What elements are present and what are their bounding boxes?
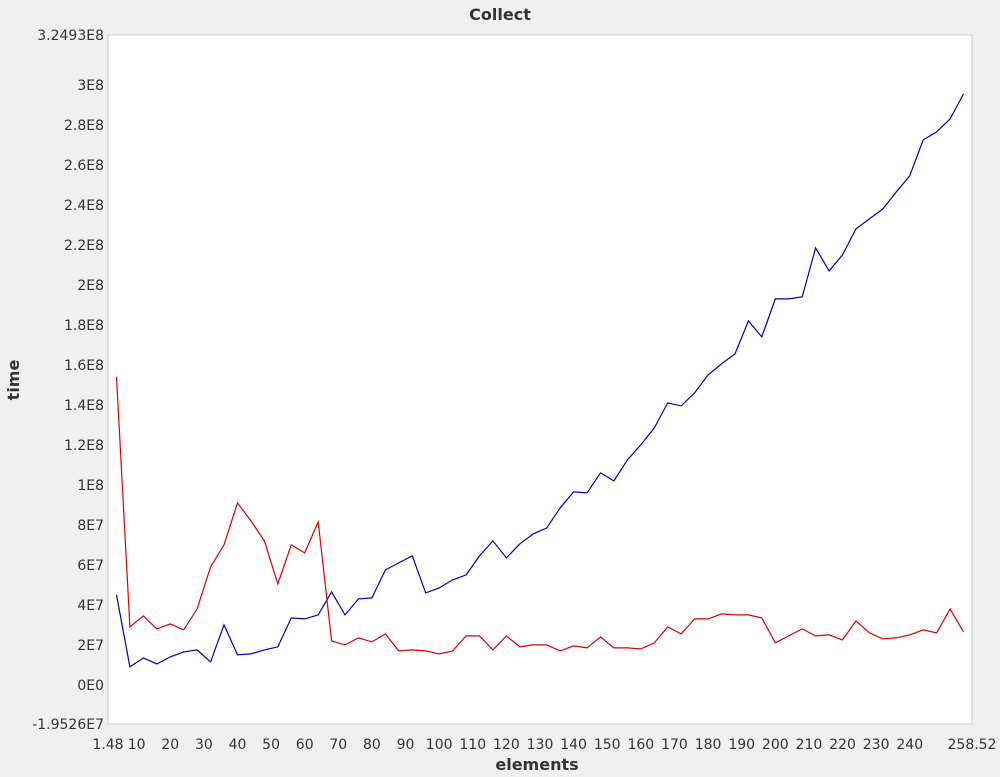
x-tick-label: 240 [896,737,923,753]
x-tick-label: 110 [459,737,486,753]
y-axis-label: time [4,360,23,401]
x-tick-label: 180 [695,737,722,753]
x-tick-label: 230 [863,737,890,753]
x-tick-label: 30 [195,737,213,753]
x-axis-label: elements [495,755,578,774]
y-tick-label: 0E0 [77,678,104,694]
x-tick-label: 40 [229,737,247,753]
x-tick-label: 170 [661,737,688,753]
y-tick-label: 6E7 [77,558,104,574]
x-tick-label: 220 [829,737,856,753]
x-tick-label: 210 [796,737,823,753]
y-tick-label: -1.9526E7 [32,717,104,733]
x-tick-label: 60 [296,737,314,753]
x-tick-label: 10 [128,737,146,753]
y-tick-label: 2E7 [77,638,104,654]
y-tick-label: 1.8E8 [64,318,104,334]
y-tick-label: 4E7 [77,598,104,614]
y-tick-label: 2.8E8 [64,118,104,134]
x-tick-label: 120 [493,737,520,753]
chart-title: Collect [469,5,531,24]
y-tick-label: 2.4E8 [64,198,104,214]
series-line-1 [115,93,965,668]
y-tick-label: 8E7 [77,518,104,534]
y-tick-label: 1.6E8 [64,358,104,374]
y-tick-label: 3.2493E8 [37,28,104,44]
x-tick-label: 1.48 [92,737,123,753]
y-tick-label: 1.2E8 [64,438,104,454]
x-tick-label: 90 [397,737,415,753]
x-tick-label: 150 [594,737,621,753]
y-axis-ticks: -1.9526E7 0E0 2E7 4E7 6E7 8E7 1E8 1.2E8 1.4E8 1.6… [32,28,104,733]
x-tick-label: 80 [363,737,381,753]
x-tick-label: 258.52 [948,737,997,753]
y-tick-label: 2.6E8 [64,158,104,174]
series-line-2 [115,376,965,655]
x-tick-label: 70 [329,737,347,753]
x-tick-label: 140 [560,737,587,753]
x-tick-label: 50 [262,737,280,753]
y-tick-label: 1E8 [77,478,104,494]
x-tick-label: 130 [527,737,554,753]
y-tick-label: 2.2E8 [64,238,104,254]
x-tick-label: 160 [627,737,654,753]
y-tick-label: 1.4E8 [64,398,104,414]
x-tick-label: 200 [762,737,789,753]
x-tick-label: 100 [426,737,453,753]
x-tick-label: 20 [161,737,179,753]
y-tick-label: 3E8 [77,78,104,94]
x-axis-ticks: 1.48 10 20 30 40 50 60 70 80 90 100 110 120 130 140 150… [92,737,996,753]
x-tick-label: 190 [728,737,755,753]
y-tick-label: 2E8 [77,278,104,294]
plot-area [107,34,973,725]
series-lines [115,93,965,668]
